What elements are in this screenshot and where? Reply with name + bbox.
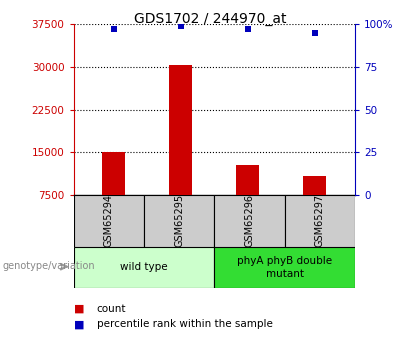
Text: GDS1702 / 244970_at: GDS1702 / 244970_at [134, 12, 286, 26]
Text: GSM65295: GSM65295 [174, 194, 184, 247]
Bar [214, 247, 355, 288]
Point [177, 23, 184, 29]
Point [110, 27, 117, 32]
Bar [236, 165, 260, 195]
Text: GSM65294: GSM65294 [104, 194, 114, 247]
Text: wild type: wild type [120, 263, 168, 272]
Bar [144, 195, 214, 247]
Text: GSM65297: GSM65297 [315, 194, 325, 247]
Text: ■: ■ [74, 319, 84, 329]
Text: percentile rank within the sample: percentile rank within the sample [97, 319, 273, 329]
Text: count: count [97, 304, 126, 314]
Point [311, 30, 318, 36]
Point [244, 27, 251, 32]
Bar [74, 247, 214, 288]
Text: phyA phyB double
mutant: phyA phyB double mutant [237, 256, 332, 278]
Bar [102, 152, 126, 195]
Text: genotype/variation: genotype/variation [2, 262, 95, 271]
Bar [285, 195, 355, 247]
Bar [303, 176, 326, 195]
Bar [214, 195, 285, 247]
Text: GSM65296: GSM65296 [244, 194, 255, 247]
Bar [74, 195, 144, 247]
Text: ■: ■ [74, 304, 84, 314]
Bar [169, 65, 192, 195]
